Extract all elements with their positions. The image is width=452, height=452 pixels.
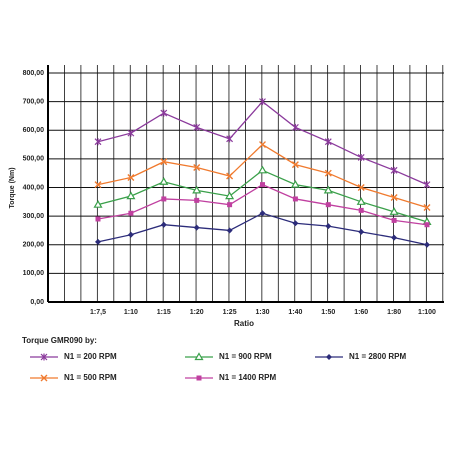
point xyxy=(194,197,200,203)
point xyxy=(292,196,298,202)
point xyxy=(227,202,233,208)
y-tick-label: 700,00 xyxy=(23,98,45,105)
point xyxy=(325,202,331,208)
point xyxy=(324,169,332,177)
x-tick-label: 1:7,5 xyxy=(90,309,106,316)
x-tick-label: 1:30 xyxy=(255,309,269,316)
point xyxy=(161,196,167,202)
x-tick-label: 1:60 xyxy=(354,309,368,316)
y-tick-label: 800,00 xyxy=(23,70,45,77)
series-line xyxy=(97,183,428,226)
legend-marker xyxy=(40,374,48,382)
x-tick-label: 1:80 xyxy=(387,309,401,316)
point xyxy=(357,184,365,191)
point xyxy=(127,173,135,181)
point xyxy=(424,241,430,248)
y-tick-label: 600,00 xyxy=(23,127,45,134)
point xyxy=(226,227,233,234)
legend-label: N1 = 500 RPM xyxy=(64,373,117,382)
x-tick-label: 1:25 xyxy=(223,309,237,316)
y-tick-label: 200,00 xyxy=(23,242,45,249)
y-tick-label: 0,00 xyxy=(30,299,44,306)
point xyxy=(358,228,365,235)
point xyxy=(292,220,299,227)
x-tick-label: 1:40 xyxy=(288,309,302,316)
point xyxy=(323,185,333,194)
y-tick-label: 100,00 xyxy=(23,270,45,277)
point xyxy=(94,181,102,189)
point xyxy=(389,207,399,215)
point xyxy=(390,194,398,202)
legend-marker xyxy=(196,375,202,381)
point xyxy=(357,153,365,161)
x-axis-label: Ratio xyxy=(234,319,254,328)
point xyxy=(291,161,299,169)
point xyxy=(94,138,102,146)
x-tick-label: 1:50 xyxy=(321,309,335,316)
point xyxy=(95,216,101,222)
point xyxy=(325,223,332,230)
point xyxy=(193,224,200,231)
series-line xyxy=(97,212,428,246)
point xyxy=(95,238,101,245)
legend-marker xyxy=(326,354,332,360)
point xyxy=(160,109,168,117)
point xyxy=(192,185,202,194)
point xyxy=(226,172,234,180)
point xyxy=(160,221,167,228)
point xyxy=(126,191,136,200)
point xyxy=(259,210,266,217)
point xyxy=(226,135,234,143)
point xyxy=(423,204,431,212)
x-tick-label: 1:100 xyxy=(418,309,436,316)
point xyxy=(356,197,366,205)
legend-marker xyxy=(40,353,48,361)
point xyxy=(128,210,134,216)
x-tick-label: 1:15 xyxy=(157,309,171,316)
point xyxy=(391,217,397,223)
point xyxy=(290,179,300,188)
point xyxy=(324,138,332,146)
point xyxy=(291,123,299,131)
legend-label: N1 = 900 RPM xyxy=(219,352,272,361)
point xyxy=(127,129,135,137)
point xyxy=(93,199,103,208)
point xyxy=(127,231,134,238)
point xyxy=(260,182,265,188)
x-tick-label: 1:20 xyxy=(190,309,204,316)
point xyxy=(193,123,201,131)
point xyxy=(259,98,266,106)
point xyxy=(391,234,398,241)
point xyxy=(259,141,266,149)
point xyxy=(193,163,201,171)
y-tick-label: 300,00 xyxy=(23,213,45,220)
point xyxy=(423,181,431,189)
legend-marker xyxy=(194,352,204,361)
point xyxy=(257,165,268,174)
point xyxy=(159,177,169,185)
x-tick-label: 1:10 xyxy=(124,309,138,316)
point xyxy=(424,222,430,228)
point xyxy=(390,166,398,174)
legend-label: N1 = 200 RPM xyxy=(64,352,117,361)
series-line xyxy=(97,143,428,209)
point xyxy=(358,207,364,213)
y-axis-label: Torque (Nm) xyxy=(9,167,16,208)
legend-label: N1 = 2800 RPM xyxy=(349,352,406,361)
point xyxy=(160,158,168,166)
point xyxy=(225,191,235,200)
legend-label: N1 = 1400 RPM xyxy=(219,373,276,382)
y-tick-label: 500,00 xyxy=(23,156,45,163)
legend-title: Torque GMR090 by: xyxy=(22,336,97,345)
y-tick-label: 400,00 xyxy=(23,184,45,191)
